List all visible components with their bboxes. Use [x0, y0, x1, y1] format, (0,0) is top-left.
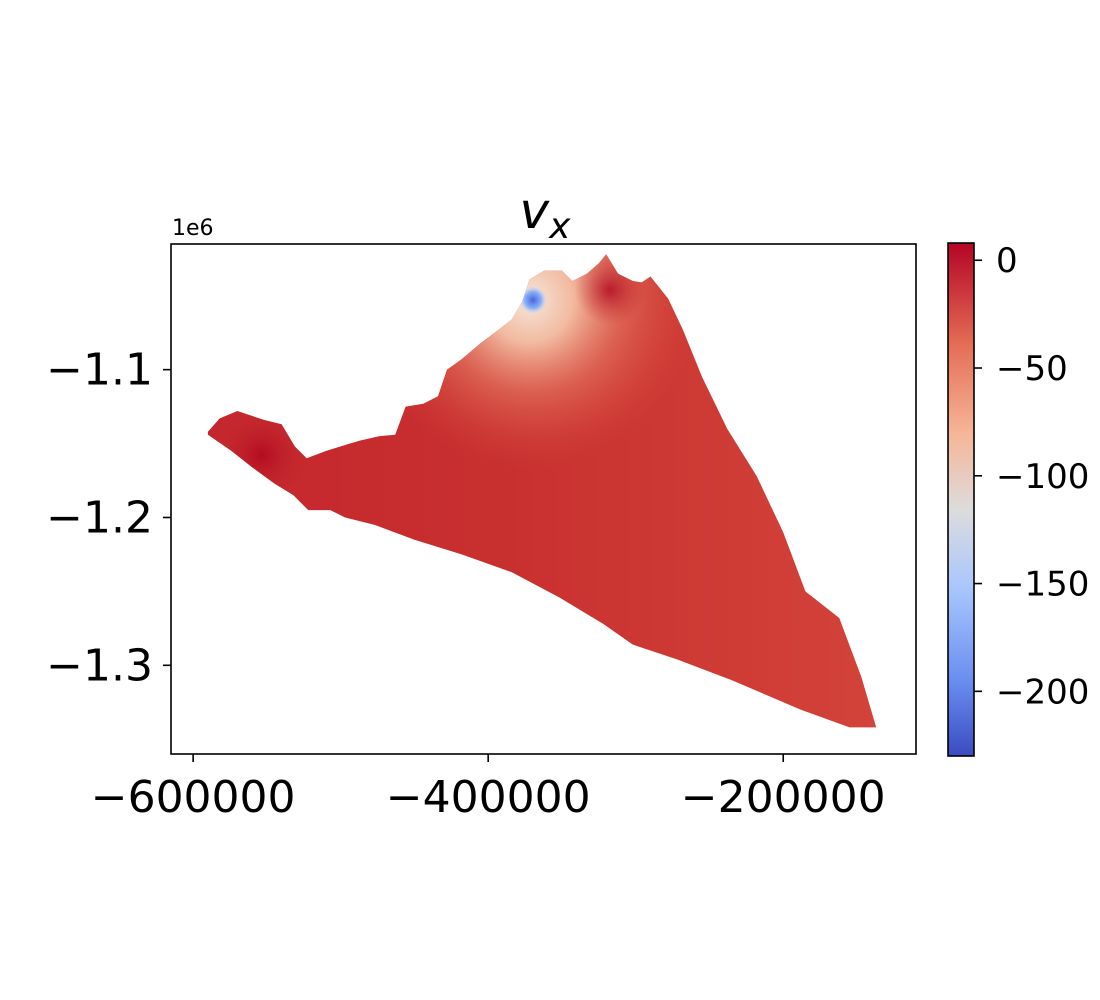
chart-title-sub: x [548, 206, 571, 247]
colorbar-tick-label: 0 [996, 241, 1018, 281]
field-min-spot [207, 254, 877, 728]
y-tick-label: −1.2 [46, 492, 153, 543]
y-axis: −1.1 −1.2 −1.3 [46, 345, 171, 691]
x-tick-label: −600000 [91, 772, 296, 823]
colorbar-axis: 0 −50 −100 −150 −200 [974, 241, 1089, 712]
colorbar-tick-label: −50 [996, 349, 1068, 389]
field-domain [207, 254, 877, 728]
x-tick-label: −200000 [681, 772, 886, 823]
colorbar [947, 242, 975, 757]
y-tick-label: −1.3 [46, 640, 153, 691]
y-offset-label: 1e6 [172, 216, 214, 241]
chart-title-base: v [520, 182, 551, 240]
x-tick-label: −400000 [386, 772, 591, 823]
colorbar-tick-label: −100 [996, 457, 1089, 497]
colorbar-tick-label: −200 [996, 672, 1089, 712]
plot-area [207, 254, 877, 728]
axes-frame [170, 243, 917, 755]
colorbar-tick-label: −150 [996, 565, 1089, 605]
y-tick-label: −1.1 [46, 345, 153, 396]
x-axis: −600000 −400000 −200000 [91, 754, 886, 823]
chart-title: vx [520, 182, 572, 247]
